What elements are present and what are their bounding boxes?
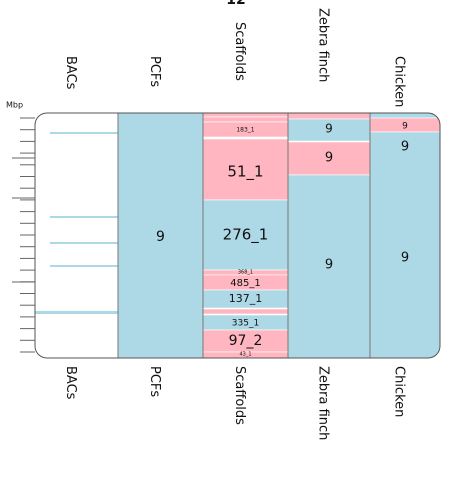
title: 12 — [226, 0, 245, 8]
column-footer: Zebra finch — [316, 366, 331, 440]
segment — [202, 116, 289, 123]
segment-label: 368_1 — [238, 270, 253, 276]
segment-label: 335_1 — [232, 319, 259, 329]
column-header: BACs — [63, 56, 78, 90]
column-footer: BACs — [63, 366, 78, 400]
segment-label: 9 — [325, 258, 333, 273]
segment-label: 485_1 — [230, 278, 260, 289]
column-header: Chicken — [392, 56, 407, 107]
segment — [202, 308, 289, 315]
columns — [35, 113, 440, 358]
bac-line — [50, 242, 118, 244]
segment-label: 137_1 — [229, 292, 263, 305]
segment — [202, 113, 289, 118]
segment — [287, 174, 371, 358]
bac-line — [35, 311, 118, 314]
segment — [369, 113, 440, 119]
segment-label: 183_1 — [236, 127, 254, 134]
column-header: Zebra finch — [316, 8, 331, 82]
segment-label: 9 — [401, 251, 409, 266]
segment-label: 9 — [325, 122, 333, 136]
segment-label: 43_1 — [239, 352, 251, 358]
segment — [287, 113, 371, 120]
column-header: PCFs — [147, 56, 162, 87]
segment-label: 9 — [156, 229, 165, 245]
segment-label: 9 — [325, 151, 333, 166]
column-footer: Scaffolds — [232, 366, 247, 425]
segment-label: 9 — [401, 140, 409, 155]
column-header: Scaffolds — [232, 22, 247, 81]
bac-line — [50, 132, 118, 134]
segment-label: 9 — [402, 122, 408, 132]
bac-line — [50, 216, 118, 218]
column-footer: Chicken — [392, 366, 407, 417]
bac-line — [50, 265, 118, 267]
bac-column — [35, 113, 118, 358]
axis — [12, 117, 35, 353]
axis-label: Mbp — [6, 101, 23, 110]
segment-label: 276_1 — [223, 226, 269, 245]
segment-label: 97_2 — [229, 333, 263, 349]
segment-label: 51_1 — [227, 163, 263, 182]
segment — [117, 113, 204, 358]
segment — [369, 131, 440, 358]
segment — [287, 141, 371, 176]
column-footer: PCFs — [147, 366, 162, 397]
